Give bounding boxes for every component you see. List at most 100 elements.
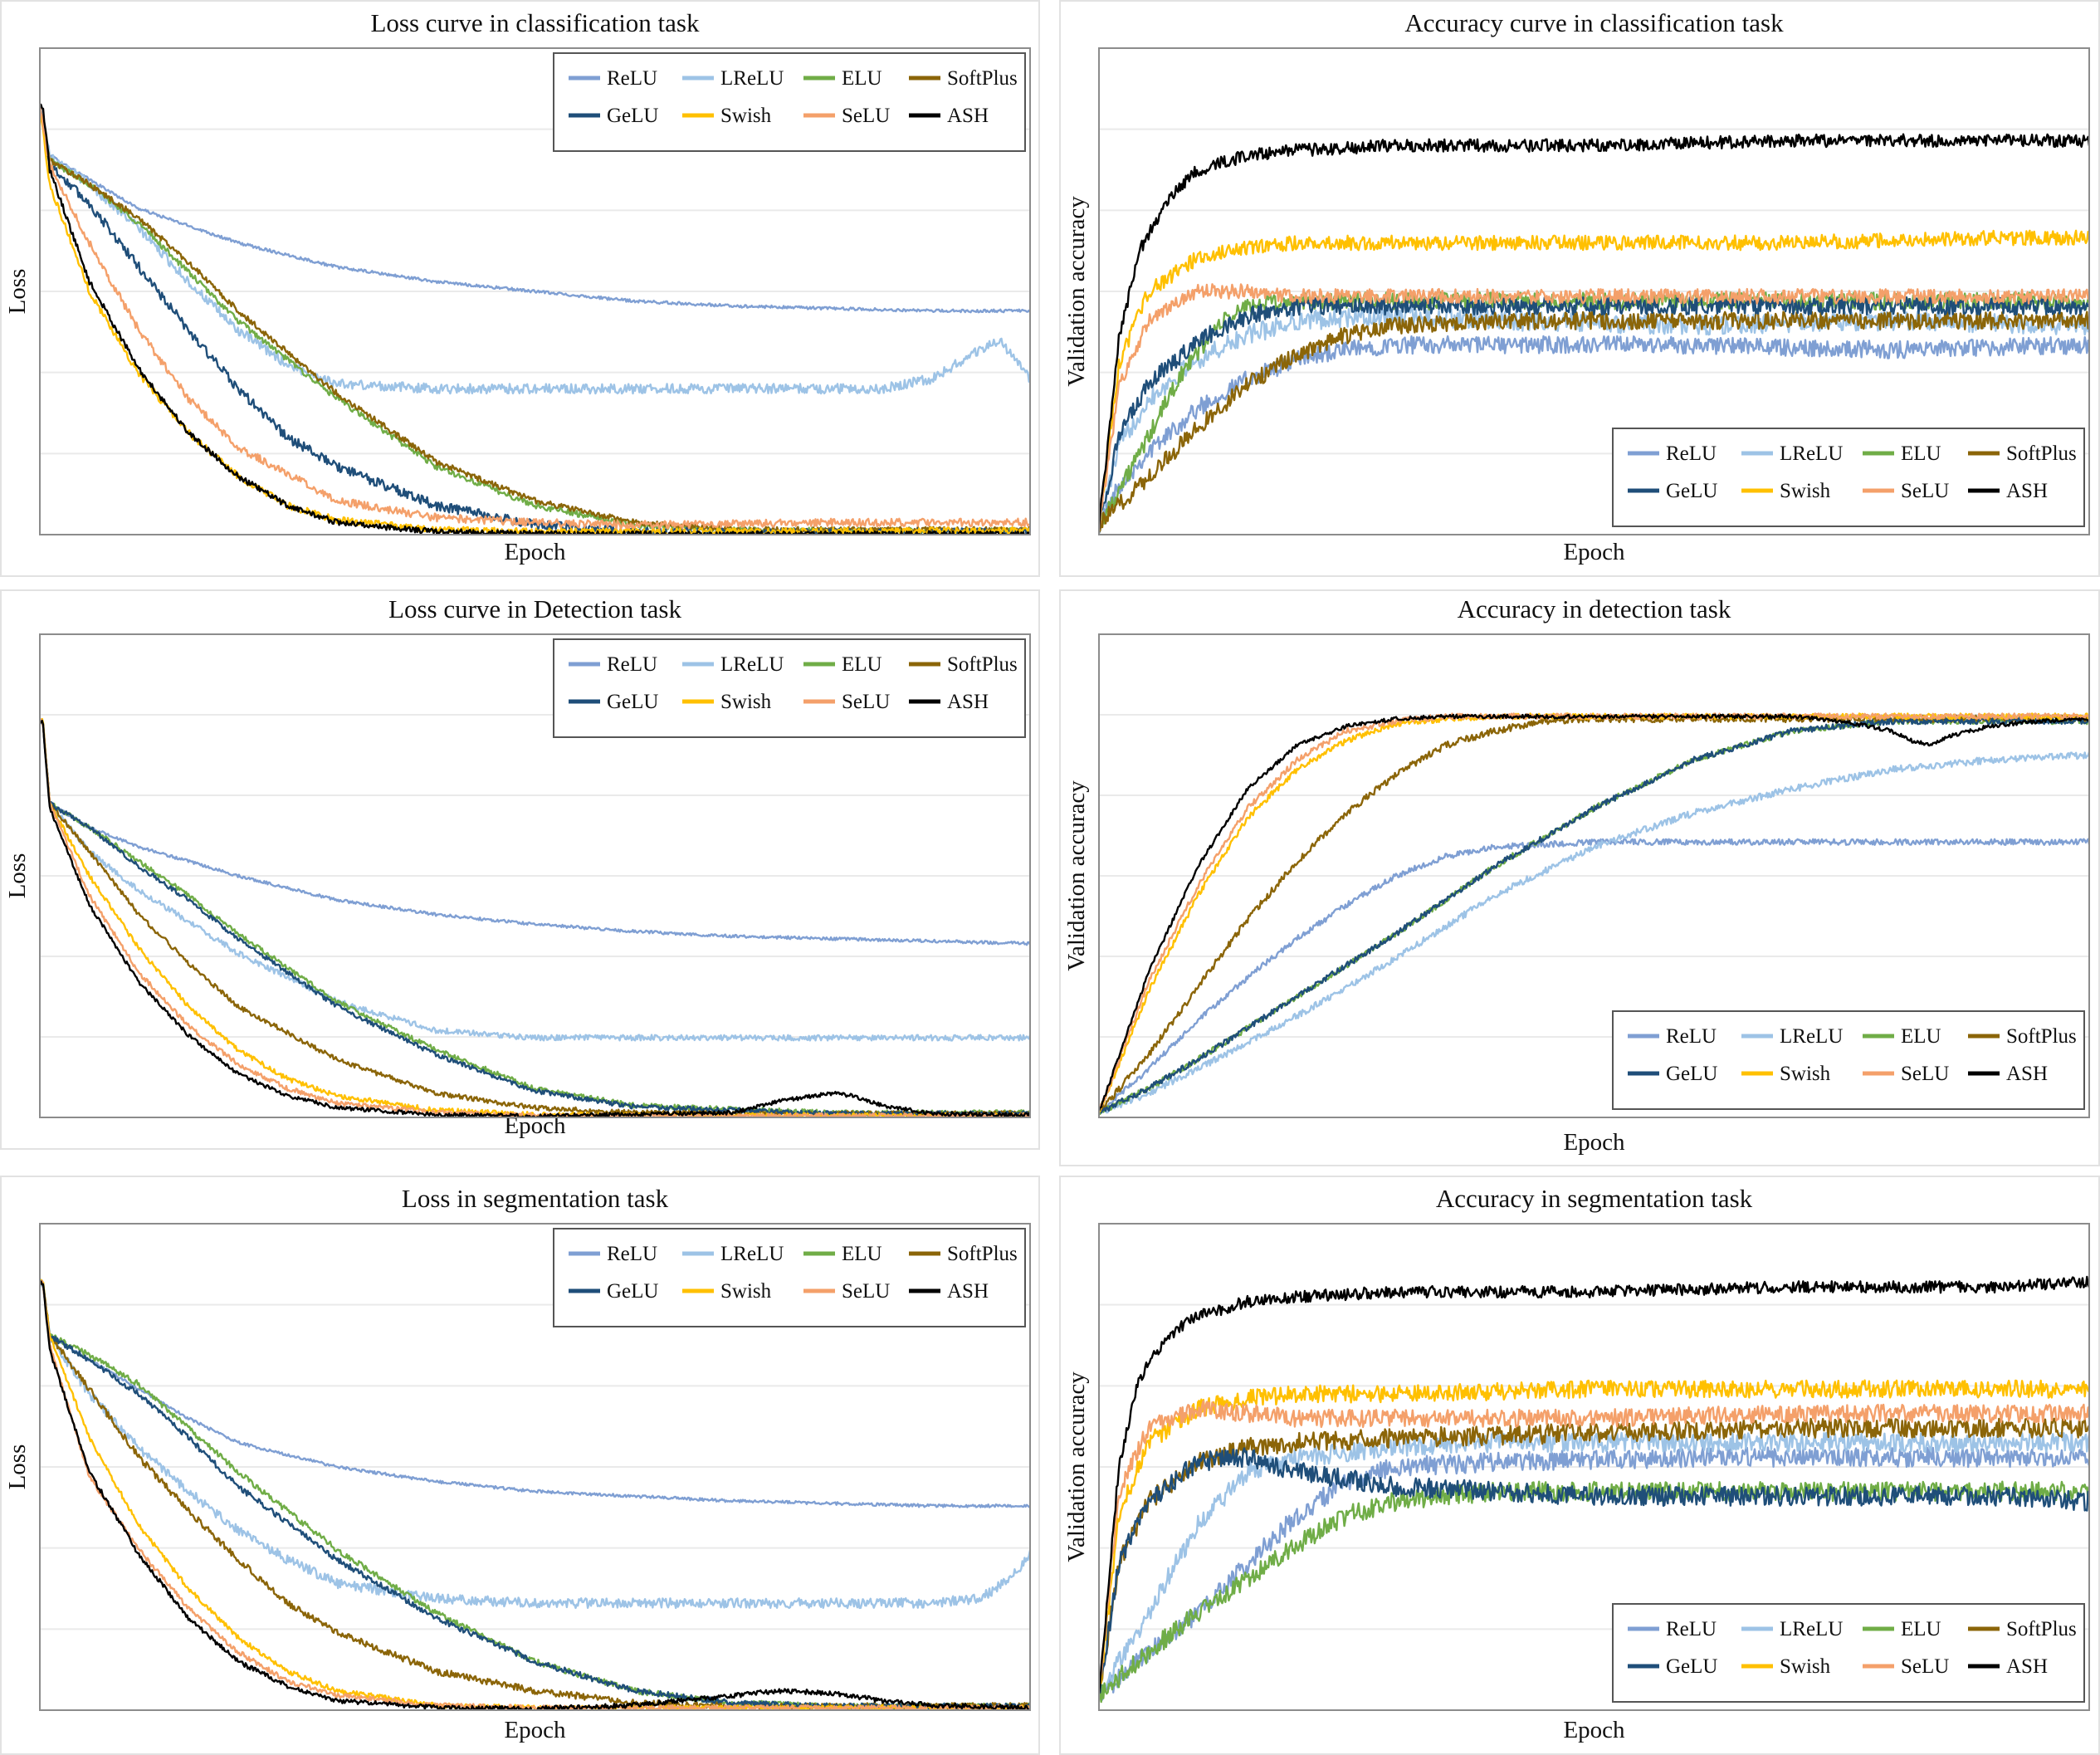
legend-label: ASH bbox=[947, 691, 989, 713]
series-line-relu bbox=[40, 105, 1030, 314]
series-line-selu bbox=[40, 718, 1030, 1117]
legend-label: LReLU bbox=[720, 1243, 784, 1265]
series-line-lrelu bbox=[40, 719, 1030, 1042]
panel-border bbox=[1059, 1176, 2100, 1755]
series-line-selu bbox=[40, 104, 1030, 530]
series-line-relu bbox=[1099, 1446, 2089, 1701]
x-axis-label: Epoch bbox=[504, 1717, 566, 1743]
legend-label: ReLU bbox=[1666, 442, 1717, 465]
legend-label: ReLU bbox=[607, 1243, 657, 1265]
legend-item-ash: ASH bbox=[1968, 1655, 2048, 1678]
legend-item-swish: Swish bbox=[1741, 480, 1831, 502]
x-axis-label: Epoch bbox=[504, 539, 566, 565]
legend-label: ELU bbox=[1901, 1618, 1941, 1640]
legend-label: GeLU bbox=[1666, 480, 1717, 502]
legend-item-relu: ReLU bbox=[1628, 1618, 1717, 1640]
legend-label: ReLU bbox=[1666, 1025, 1717, 1048]
legend-label: SoftPlus bbox=[2006, 442, 2077, 465]
chart-title: Accuracy in detection task bbox=[1458, 594, 1731, 623]
plot-frame bbox=[1098, 47, 2090, 535]
legend-item-softplus: SoftPlus bbox=[1968, 1025, 2077, 1048]
series-line-selu bbox=[1099, 1400, 2089, 1694]
legend-label: SoftPlus bbox=[947, 67, 1018, 90]
chart-title: Accuracy in segmentation task bbox=[1436, 1184, 1753, 1213]
legend-item-gelu: GeLU bbox=[1628, 1655, 1717, 1678]
legend-item-selu: SeLU bbox=[1863, 1655, 1949, 1678]
chart-svg-det-acc: Accuracy in detection task Epoch Validatio… bbox=[1059, 589, 2100, 1166]
series-line-ash bbox=[1099, 1275, 2089, 1695]
legend-label: ReLU bbox=[607, 653, 657, 676]
legend-label: Swish bbox=[720, 691, 772, 713]
legend-label: Swish bbox=[1780, 1655, 1831, 1678]
series-line-gelu bbox=[1099, 717, 2089, 1114]
y-axis-label: Validation accuracy bbox=[1063, 1371, 1090, 1562]
legend-item-ash: ASH bbox=[909, 691, 989, 713]
legend-item-softplus: SoftPlus bbox=[909, 653, 1018, 676]
series-line-softplus bbox=[1099, 1417, 2089, 1694]
legend: ReLU LReLU ELU SoftPlus GeLU Swish SeLU ASH bbox=[1612, 428, 2085, 527]
chart-title: Loss curve in Detection task bbox=[388, 594, 681, 623]
series-line-lrelu bbox=[40, 104, 1030, 395]
legend-label: ELU bbox=[1901, 1025, 1941, 1048]
series-line-relu bbox=[1099, 838, 2089, 1113]
legend-box bbox=[1612, 428, 2085, 527]
legend-label: ELU bbox=[842, 1243, 882, 1265]
legend-item-elu: ELU bbox=[803, 653, 882, 676]
legend-label: LReLU bbox=[720, 67, 784, 90]
panel-det-acc: Accuracy in detection task Epoch Validatio… bbox=[1059, 589, 2100, 1166]
legend-item-selu: SeLU bbox=[803, 1280, 890, 1303]
legend-label: SeLU bbox=[842, 1280, 890, 1303]
series-line-ash bbox=[40, 720, 1030, 1117]
legend-item-elu: ELU bbox=[803, 67, 882, 90]
legend-label: GeLU bbox=[607, 1280, 658, 1303]
legend-item-ash: ASH bbox=[909, 1280, 989, 1303]
x-axis-label: Epoch bbox=[1563, 539, 1625, 565]
legend-item-gelu: GeLU bbox=[1628, 480, 1717, 502]
legend-item-lrelu: LReLU bbox=[1741, 1618, 1843, 1640]
legend-item-relu: ReLU bbox=[1628, 442, 1717, 465]
legend-label: LReLU bbox=[720, 653, 784, 676]
chart-svg-seg-loss: Loss in segmentation task Epoch Loss ReLU LR… bbox=[0, 1176, 1040, 1755]
legend-label: ELU bbox=[1901, 442, 1941, 465]
legend-box bbox=[553, 52, 1026, 152]
y-axis-label: Loss bbox=[4, 1445, 31, 1490]
series-line-elu bbox=[1099, 1480, 2089, 1704]
legend-item-lrelu: LReLU bbox=[1741, 1025, 1843, 1048]
legend: ReLU LReLU ELU SoftPlus GeLU Swish SeLU ASH bbox=[553, 52, 1026, 152]
legend: ReLU LReLU ELU SoftPlus GeLU Swish SeLU ASH bbox=[1612, 1603, 2085, 1703]
x-axis-label: Epoch bbox=[1563, 1717, 1625, 1743]
series-line-gelu bbox=[1099, 1447, 2089, 1694]
series-line-softplus bbox=[1099, 310, 2089, 534]
legend-item-gelu: GeLU bbox=[1628, 1063, 1717, 1085]
legend-item-relu: ReLU bbox=[1628, 1025, 1717, 1048]
legend-box bbox=[553, 638, 1026, 738]
legend-label: SoftPlus bbox=[947, 653, 1018, 676]
panel-cls-loss: Loss curve in classification task Epoch Lo… bbox=[0, 0, 1040, 577]
series-line-ash bbox=[40, 103, 1030, 535]
series-line-softplus bbox=[40, 104, 1030, 534]
legend-label: SeLU bbox=[842, 691, 890, 713]
legend-label: GeLU bbox=[607, 105, 658, 127]
legend-label: ReLU bbox=[1666, 1618, 1717, 1640]
series-line-gelu bbox=[1099, 296, 2089, 534]
legend-item-lrelu: LReLU bbox=[682, 67, 784, 90]
panel-det-loss: Loss curve in Detection task Epoch Loss ReL… bbox=[0, 589, 1040, 1150]
y-axis-label: Loss bbox=[4, 269, 31, 315]
legend-item-softplus: SoftPlus bbox=[909, 1243, 1018, 1265]
series-line-lrelu bbox=[1099, 306, 2089, 535]
legend-item-ash: ASH bbox=[1968, 1063, 2048, 1085]
series-line-selu bbox=[40, 1279, 1030, 1710]
legend-label: GeLU bbox=[1666, 1655, 1717, 1678]
legend-item-swish: Swish bbox=[682, 1280, 772, 1303]
legend-label: SeLU bbox=[1901, 1655, 1949, 1678]
series-line-relu bbox=[40, 719, 1030, 946]
legend-box bbox=[1612, 1603, 2085, 1703]
series-line-selu bbox=[1099, 283, 2089, 532]
legend-item-softplus: SoftPlus bbox=[1968, 1618, 2077, 1640]
legend-item-elu: ELU bbox=[1863, 1618, 1941, 1640]
series-line-relu bbox=[1099, 335, 2089, 535]
legend-item-lrelu: LReLU bbox=[682, 653, 784, 676]
series-group bbox=[1099, 1275, 2089, 1704]
legend-label: SoftPlus bbox=[2006, 1025, 2077, 1048]
legend: ReLU LReLU ELU SoftPlus GeLU Swish SeLU ASH bbox=[1612, 1010, 2085, 1110]
